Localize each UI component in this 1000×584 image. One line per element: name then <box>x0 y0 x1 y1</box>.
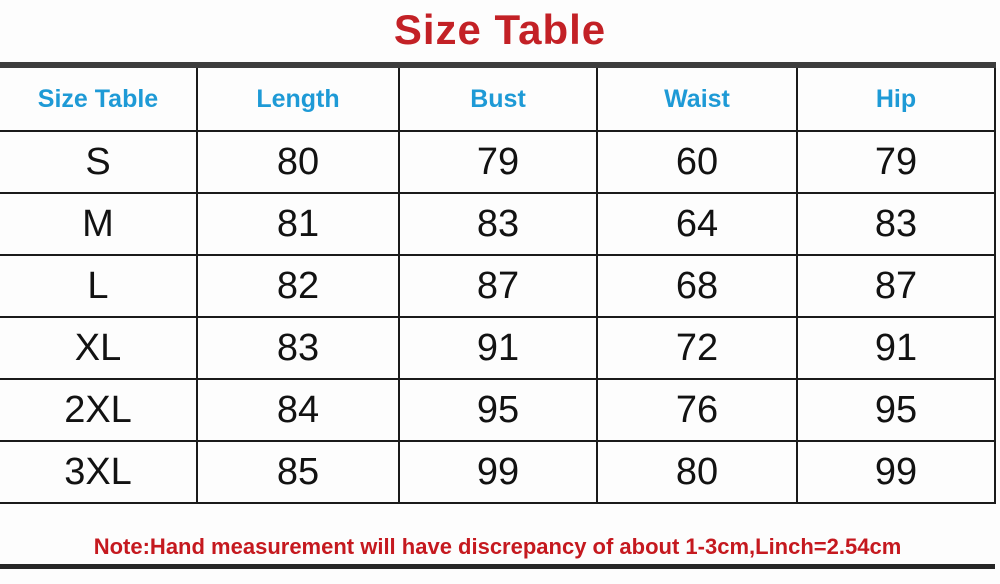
size-label: XL <box>0 316 198 380</box>
size-label: S <box>0 130 198 194</box>
length-cell: 82 <box>196 254 400 318</box>
size-table: Size Table Length Bust Waist Hip S 80 79… <box>0 62 996 569</box>
column-header-hip: Hip <box>796 65 996 132</box>
length-cell: 85 <box>196 440 400 504</box>
bust-cell: 91 <box>398 316 598 380</box>
length-cell: 83 <box>196 316 400 380</box>
hip-cell: 83 <box>796 192 996 256</box>
table-row-m: M 81 83 64 83 <box>0 192 996 256</box>
column-header-length: Length <box>196 65 400 132</box>
table-row-2xl: 2XL 84 95 76 95 <box>0 378 996 442</box>
note-row: Note:Hand measurement will have discrepa… <box>0 502 995 569</box>
hip-cell: 91 <box>796 316 996 380</box>
bust-cell: 83 <box>398 192 598 256</box>
bust-cell: 99 <box>398 440 598 504</box>
size-label: 3XL <box>0 440 198 504</box>
hip-cell: 95 <box>796 378 996 442</box>
column-header-size: Size Table <box>0 65 198 132</box>
length-cell: 81 <box>196 192 400 256</box>
measurement-note: Note:Hand measurement will have discrepa… <box>0 502 995 569</box>
column-header-waist: Waist <box>596 65 798 132</box>
bust-cell: 95 <box>398 378 598 442</box>
length-cell: 80 <box>196 130 400 194</box>
waist-cell: 64 <box>596 192 798 256</box>
bust-cell: 87 <box>398 254 598 318</box>
page-title: Size Table <box>393 6 607 53</box>
column-header-bust: Bust <box>398 65 598 132</box>
waist-cell: 76 <box>596 378 798 442</box>
table-row-xl: XL 83 91 72 91 <box>0 316 996 380</box>
size-label: 2XL <box>0 378 198 442</box>
length-cell: 84 <box>196 378 400 442</box>
hip-cell: 79 <box>796 130 996 194</box>
header-row: Size Table Length Bust Waist Hip <box>0 65 996 132</box>
table-row-l: L 82 87 68 87 <box>0 254 996 318</box>
waist-cell: 68 <box>596 254 798 318</box>
bust-cell: 79 <box>398 130 598 194</box>
waist-cell: 72 <box>596 316 798 380</box>
table-row-s: S 80 79 60 79 <box>0 130 996 194</box>
waist-cell: 60 <box>596 130 798 194</box>
hip-cell: 87 <box>796 254 996 318</box>
size-label: L <box>0 254 198 318</box>
hip-cell: 99 <box>796 440 996 504</box>
size-label: M <box>0 192 198 256</box>
waist-cell: 80 <box>596 440 798 504</box>
table-row-3xl: 3XL 85 99 80 99 <box>0 440 996 504</box>
